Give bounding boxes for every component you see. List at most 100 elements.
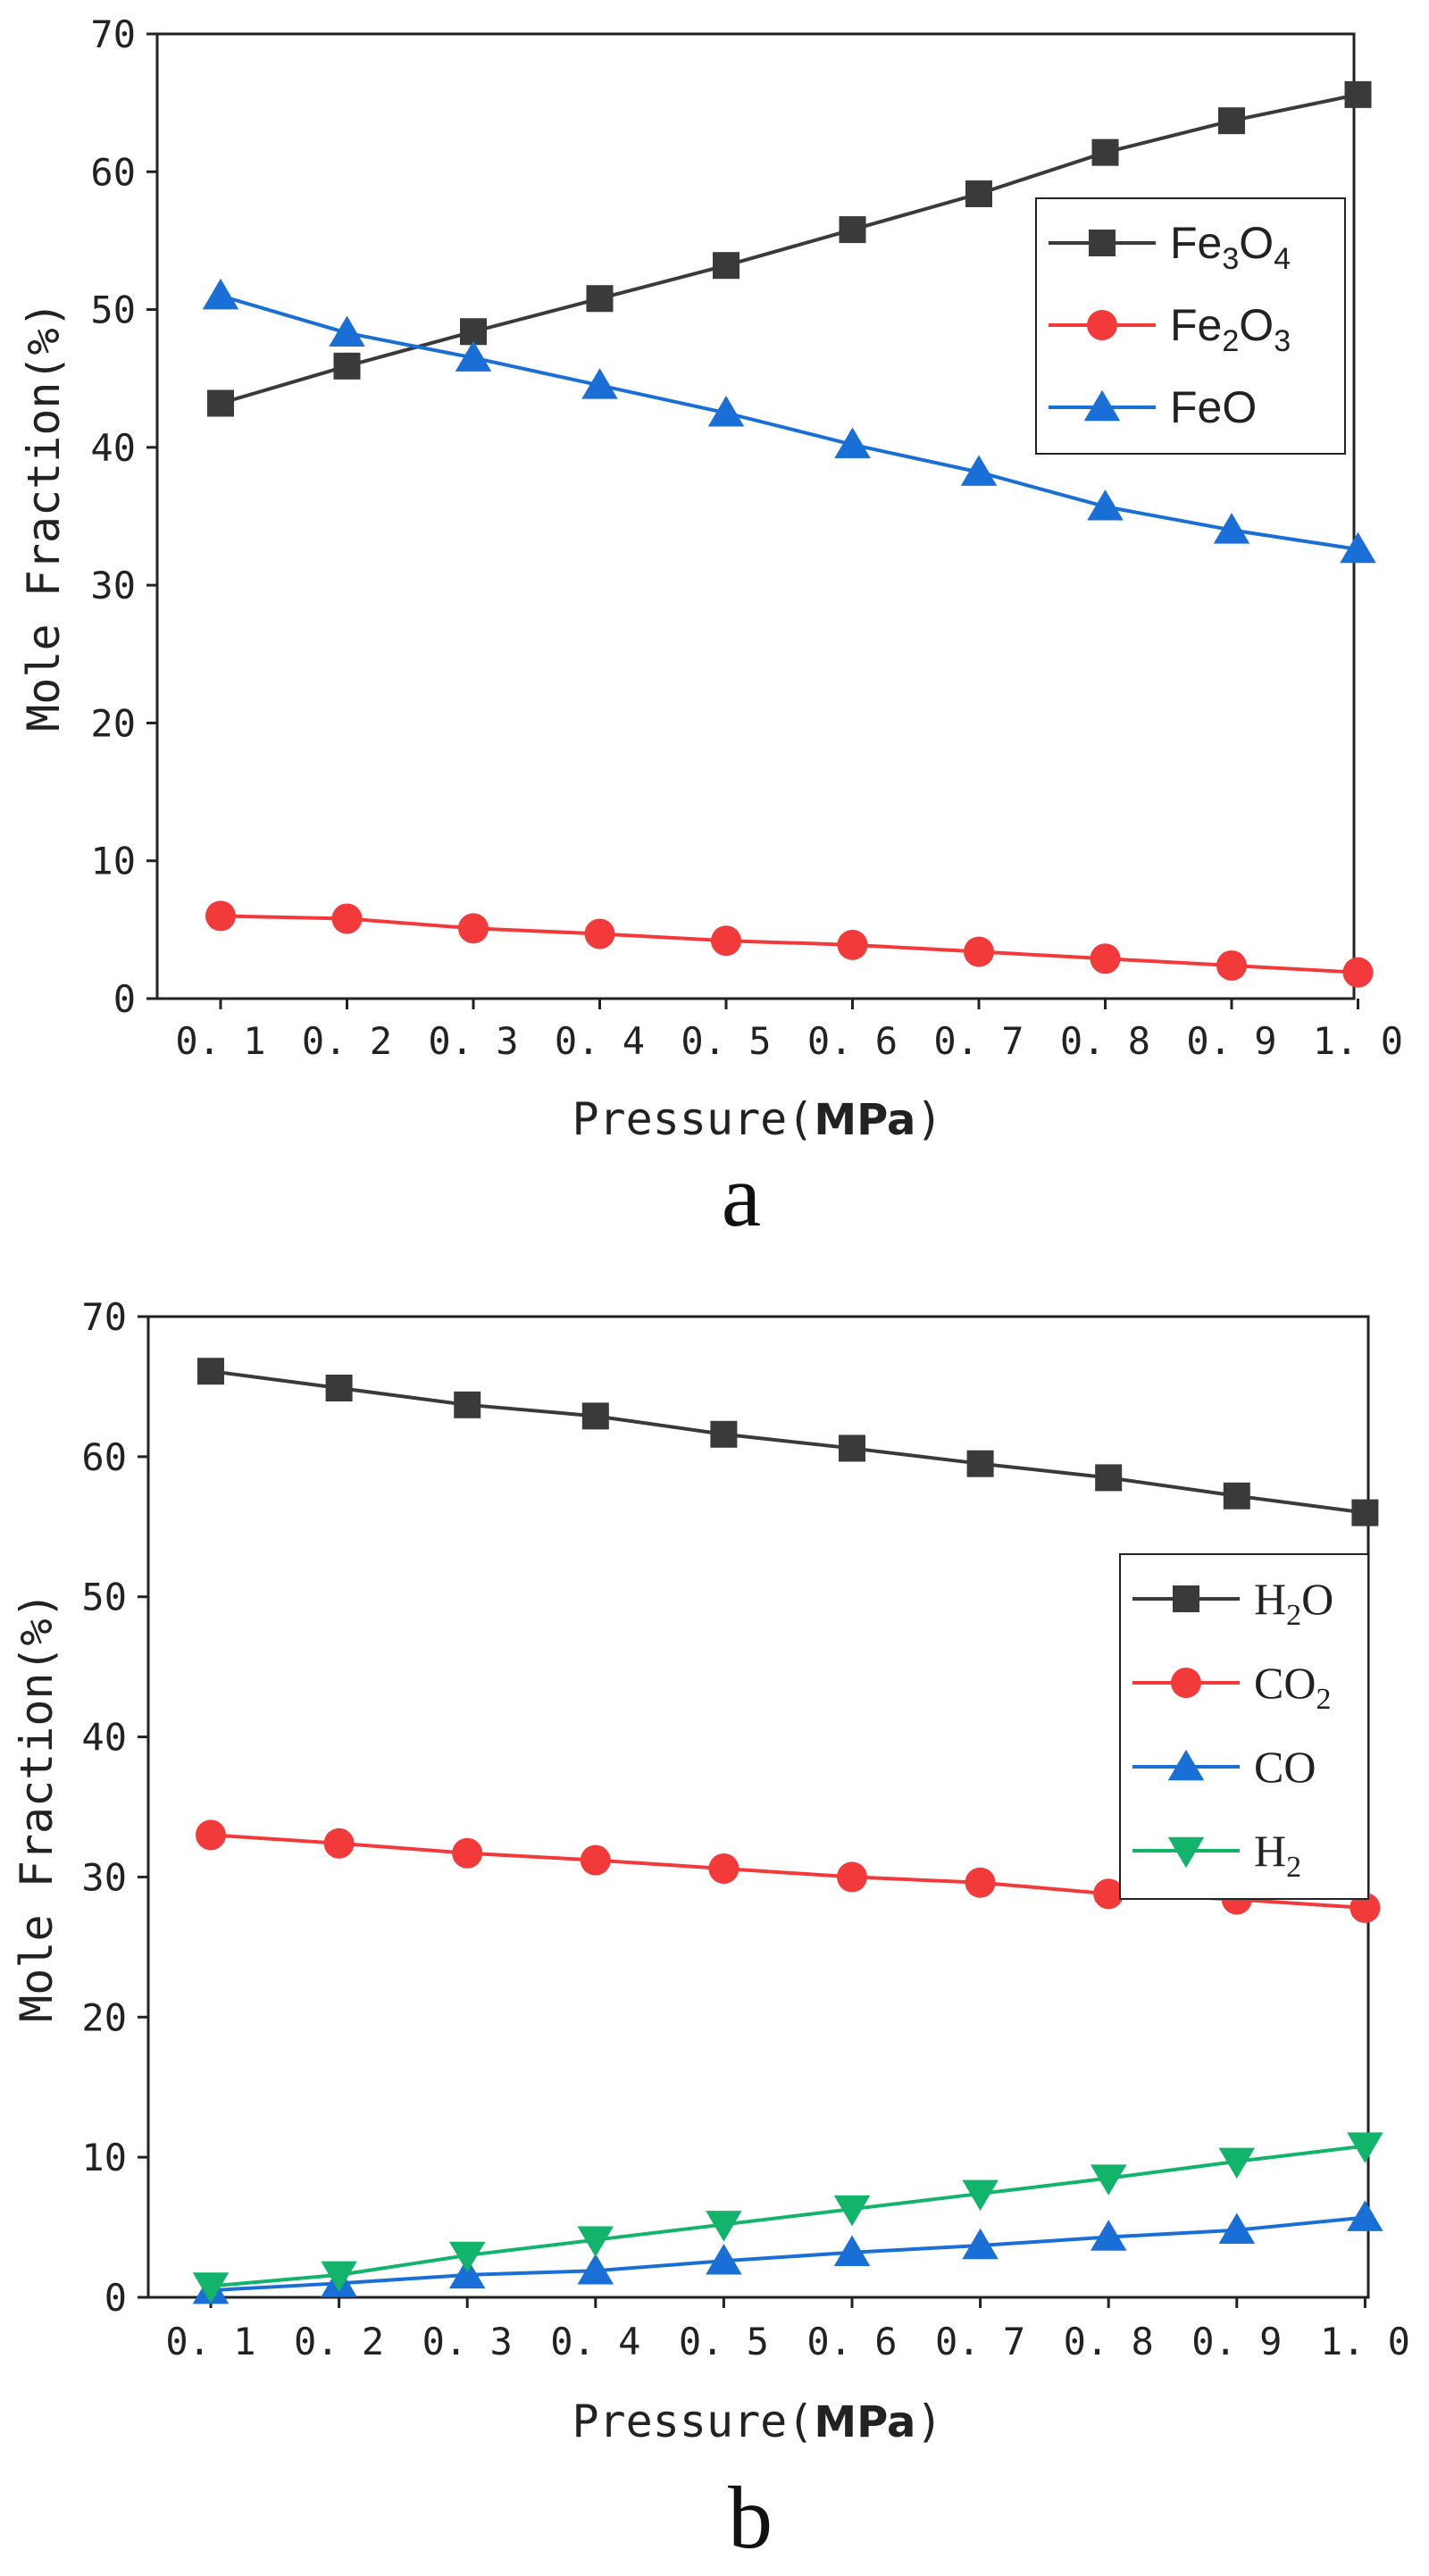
data-point-CO — [833, 2235, 871, 2267]
data-point-H2 — [448, 2241, 486, 2273]
data-point-CO2 — [1093, 1878, 1124, 1910]
data-point-CO — [448, 2257, 486, 2289]
legend-marker-FeO — [1083, 389, 1121, 422]
y-tick-label: 60 — [90, 150, 136, 194]
data-point-H2O — [1095, 1464, 1123, 1492]
legend-label-part: 4 — [1274, 242, 1291, 276]
legend-label-part: H — [1254, 1574, 1286, 1624]
legend-label-FeO: FeO — [1170, 382, 1257, 432]
y-tick-label: 40 — [81, 1716, 127, 1760]
data-point-H2O — [325, 1374, 353, 1401]
legend-label-Fe3O4: Fe3O4 — [1170, 218, 1291, 276]
data-point-CO — [1218, 2212, 1256, 2244]
data-point-Fe2O3 — [1090, 943, 1121, 974]
series-line-H2 — [210, 2144, 1366, 2288]
data-point-Fe2O3 — [964, 936, 994, 967]
x-tick-label: 0. 2 — [294, 2320, 384, 2363]
x-axis-title-prefix: Pressure( — [572, 2396, 814, 2447]
data-point-Fe3O4 — [333, 352, 361, 380]
series-Fe2O3 — [205, 900, 1374, 988]
data-point-H2O — [1223, 1482, 1250, 1510]
data-point-Fe3O4 — [965, 180, 992, 207]
x-tick-label: 1. 0 — [1313, 1019, 1403, 1063]
data-point-CO2 — [452, 1837, 483, 1869]
y-axis-title: Mole Fraction(%) — [11, 1592, 63, 2022]
legend-label-part: FeO — [1170, 382, 1257, 432]
data-point-FeO — [834, 427, 871, 459]
data-point-Fe2O3 — [331, 903, 363, 934]
data-point-Fe3O4 — [713, 252, 740, 280]
data-point-H2 — [1090, 2164, 1127, 2195]
data-point-H2 — [321, 2261, 357, 2293]
x-tick-label: 0. 3 — [428, 1019, 518, 1063]
y-tick-label: 0 — [104, 2276, 127, 2320]
x-axis-title-suffix: ) — [915, 2396, 942, 2447]
data-point-Fe3O4 — [1218, 107, 1245, 135]
x-axis-title-prefix: Pressure( — [572, 1093, 814, 1145]
x-tick-label: 0. 5 — [679, 2320, 769, 2363]
data-point-H2O — [710, 1420, 738, 1448]
series-H2O — [197, 1358, 1379, 1526]
y-tick-label: 20 — [81, 1995, 127, 2039]
legend-label-H2: H2 — [1254, 1826, 1301, 1884]
data-point-H2O — [454, 1391, 481, 1418]
legend-label-part: Fe — [1170, 218, 1222, 268]
x-tick-label: 0. 9 — [1191, 2320, 1282, 2363]
data-point-FeO — [1340, 531, 1376, 564]
x-tick-label: 0. 3 — [422, 2320, 513, 2363]
legend-marker-Fe2O3 — [1087, 310, 1117, 340]
legend-marker-H2O — [1173, 1585, 1199, 1612]
legend-label-H2O: H2O — [1254, 1574, 1333, 1632]
y-tick-label: 40 — [90, 426, 136, 470]
y-tick-label: 10 — [81, 2136, 127, 2179]
legend-label-part: H — [1254, 1826, 1286, 1876]
data-point-FeO — [1087, 489, 1124, 521]
x-tick-label: 0. 8 — [1060, 1019, 1150, 1063]
x-tick-label: 0. 4 — [555, 1019, 645, 1063]
series-line-Fe3O4 — [220, 92, 1358, 406]
data-point-H2 — [962, 2179, 999, 2212]
y-tick-label: 30 — [90, 564, 136, 607]
x-tick-label: 0. 6 — [807, 1019, 898, 1063]
x-tick-label: 0. 6 — [806, 2320, 897, 2363]
x-tick-label: 0. 8 — [1064, 2320, 1154, 2363]
legend-label-part: 2 — [1222, 324, 1239, 358]
data-point-H2O — [581, 1402, 609, 1430]
data-point-CO2 — [1350, 1892, 1381, 1923]
x-axis-title-unit: MPa — [814, 1095, 915, 1145]
legend-marker-H2 — [1167, 1836, 1205, 1869]
data-point-Fe2O3 — [837, 929, 868, 960]
data-point-FeO — [329, 315, 365, 347]
data-point-CO — [1090, 2220, 1127, 2251]
series-line-CO — [210, 2215, 1366, 2293]
data-point-FeO — [960, 455, 998, 486]
x-tick-label: 0. 1 — [175, 1019, 265, 1063]
y-tick-label: 10 — [90, 840, 136, 883]
data-point-CO2 — [965, 1867, 996, 1898]
x-tick-label: 0. 7 — [935, 2320, 1025, 2363]
series-Fe3O4 — [207, 80, 1372, 417]
y-tick-label: 20 — [90, 701, 136, 745]
chart-panel-a: 0 10 20 30 40 50 60 70 0. 1 0. 2 0. 3 0. 4 0. 5 0. 6 0… — [18, 13, 1403, 1245]
data-point-Fe3O4 — [586, 285, 614, 313]
legend-marker-Fe3O4 — [1089, 230, 1116, 256]
legend-label-part: Fe — [1170, 300, 1222, 350]
legend-label-part: O — [1239, 300, 1274, 350]
y-tick-label: 50 — [90, 289, 136, 332]
data-point-H2 — [1347, 2132, 1383, 2163]
x-tick-label: 1. 0 — [1320, 2320, 1410, 2363]
data-point-FeO — [202, 278, 239, 310]
data-point-FeO — [581, 368, 618, 399]
y-tick-label: 50 — [81, 1576, 127, 1619]
x-tick-label: 0. 2 — [302, 1019, 392, 1063]
data-point-H2 — [1218, 2147, 1256, 2179]
legend-label-part: CO — [1254, 1658, 1316, 1708]
data-point-Fe3O4 — [207, 389, 234, 417]
legend-marker-CO2 — [1171, 1668, 1201, 1698]
series-CO — [192, 2200, 1383, 2304]
data-point-FeO — [707, 396, 745, 427]
data-point-FeO — [1213, 513, 1250, 544]
